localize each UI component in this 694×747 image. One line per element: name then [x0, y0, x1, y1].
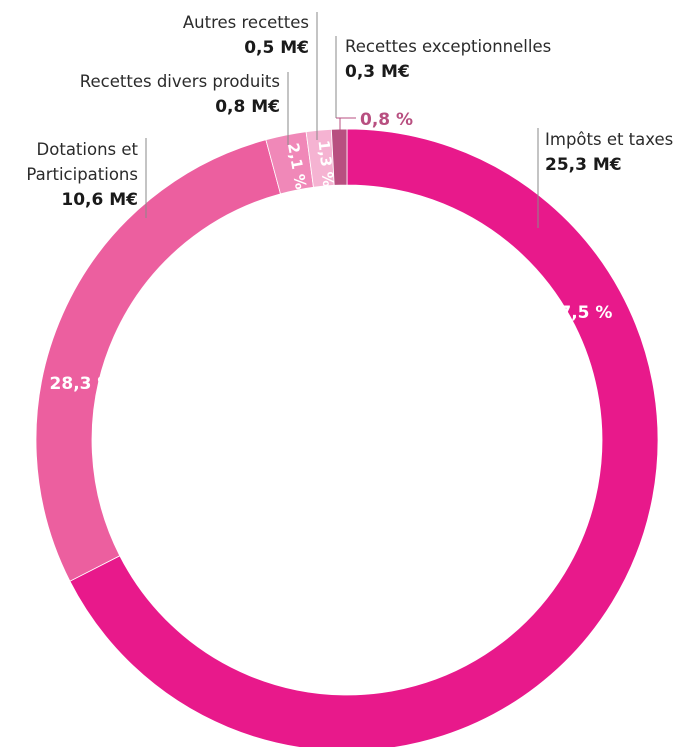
leader-lines: [145, 12, 539, 228]
label-exceptionnelles-name: Recettes exceptionnelles: [345, 37, 551, 56]
label-divers-value: 0,8 M€: [215, 97, 280, 117]
donut-slices: [35, 128, 659, 747]
percent-impots: 67,5 %: [548, 303, 613, 323]
label-autres-value: 0,5 M€: [244, 38, 309, 58]
label-autres-name: Autres recettes: [183, 13, 309, 32]
donut-slice-impots: [69, 128, 659, 747]
label-divers-name: Recettes divers produits: [80, 72, 280, 91]
percent-dotations: 28,3 %: [50, 374, 115, 394]
label-dotations-name-line1: Dotations et: [37, 140, 139, 159]
label-dotations-value: 10,6 M€: [61, 190, 138, 210]
label-dotations-name-line2: Participations: [26, 165, 138, 184]
donut-slice-exceptionnelles: [330, 128, 348, 186]
label-impots-value: 25,3 M€: [545, 155, 622, 175]
label-exceptionnelles-percent: 0,8 %: [360, 110, 413, 130]
percent-autres: 1,3 %: [315, 139, 338, 187]
label-exceptionnelles-value: 0,3 M€: [345, 62, 410, 82]
ring-percent-labels: 67,5 % 28,3 % 2,1 % 1,3 %: [50, 139, 613, 394]
outside-labels: Impôts et taxes 25,3 M€ Dotations et Par…: [26, 13, 673, 210]
label-impots-name: Impôts et taxes: [545, 130, 673, 149]
